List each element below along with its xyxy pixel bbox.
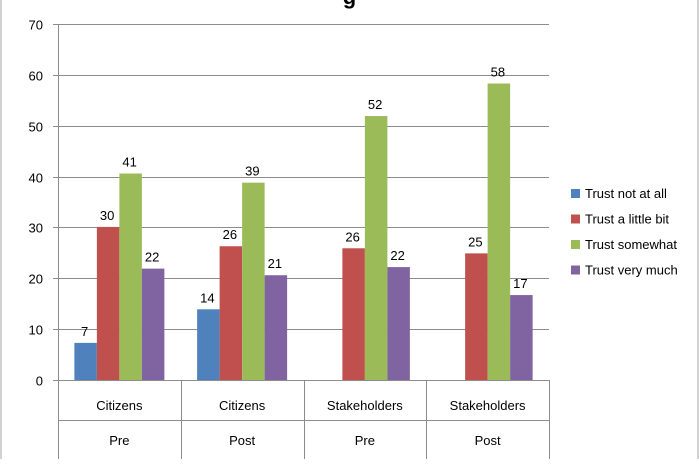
y-tick-label: 50 xyxy=(29,120,43,135)
bar-data-label: 52 xyxy=(368,97,382,112)
y-tick-labels: 0 10 20 30 40 50 60 70 xyxy=(29,18,43,389)
bar xyxy=(487,83,511,380)
chart-title-fragment: g xyxy=(0,0,699,10)
bar-data-label: 41 xyxy=(122,155,136,170)
bar-data-label: 14 xyxy=(200,290,214,305)
bar xyxy=(264,275,288,380)
bar-labels: 7 30 41 22 14 26 39 21 26 52 22 25 58 17 xyxy=(81,65,528,339)
bar-data-label: 30 xyxy=(100,208,114,223)
bar xyxy=(197,309,220,380)
x-category-label: Citizens xyxy=(96,398,143,413)
legend-swatch xyxy=(571,189,580,198)
legend-swatch xyxy=(571,265,580,275)
bar xyxy=(387,267,410,380)
x-category-sublabel: Post xyxy=(229,433,255,448)
x-category-label: Citizens xyxy=(219,398,266,413)
bar xyxy=(510,295,533,380)
x-category-sublabel: Pre xyxy=(109,433,129,448)
legend-swatch xyxy=(571,214,580,224)
legend-label: Trust not at all xyxy=(585,186,667,201)
bar-data-label: 7 xyxy=(81,324,88,339)
legend-label: Trust a little bit xyxy=(585,212,669,227)
bar-data-label: 21 xyxy=(268,256,282,271)
bar-data-label: 25 xyxy=(468,234,482,249)
y-tick-label: 10 xyxy=(29,323,43,338)
bar-data-label: 26 xyxy=(223,227,237,242)
bar xyxy=(465,253,488,380)
x-category-labels: Citizens Pre Citizens Post Stakeholders Pre St… xyxy=(96,398,526,448)
bar xyxy=(219,246,243,380)
bar xyxy=(96,226,120,380)
x-category-label: Stakeholders xyxy=(450,398,526,413)
x-category-sublabel: Post xyxy=(475,433,501,448)
y-tick-label: 70 xyxy=(29,18,43,33)
bar xyxy=(364,116,388,381)
y-tick-label: 60 xyxy=(29,69,43,84)
bar-data-label: 22 xyxy=(390,248,404,263)
legend: Trust not at all Trust a little bit Trust … xyxy=(571,186,678,278)
y-tick-label: 0 xyxy=(36,374,43,389)
x-category-label: Stakeholders xyxy=(327,398,403,413)
legend-label: Trust very much xyxy=(585,263,678,278)
bar xyxy=(141,268,165,380)
bar-data-label: 58 xyxy=(491,65,505,80)
bar-data-label: 22 xyxy=(145,250,159,265)
bars xyxy=(74,83,533,381)
bar xyxy=(242,182,265,380)
x-category-sublabel: Pre xyxy=(355,433,375,448)
bar-data-label: 26 xyxy=(345,229,359,244)
legend-swatch xyxy=(571,240,580,249)
y-tick-label: 40 xyxy=(29,171,43,186)
y-tick-label: 30 xyxy=(29,221,43,236)
bar-data-label: 39 xyxy=(245,164,259,179)
legend-label: Trust somewhat xyxy=(585,237,677,252)
bar-data-label: 17 xyxy=(513,276,527,291)
bar xyxy=(74,342,97,380)
bar xyxy=(342,248,365,380)
bar xyxy=(119,173,142,380)
y-tick-label: 20 xyxy=(29,272,43,287)
